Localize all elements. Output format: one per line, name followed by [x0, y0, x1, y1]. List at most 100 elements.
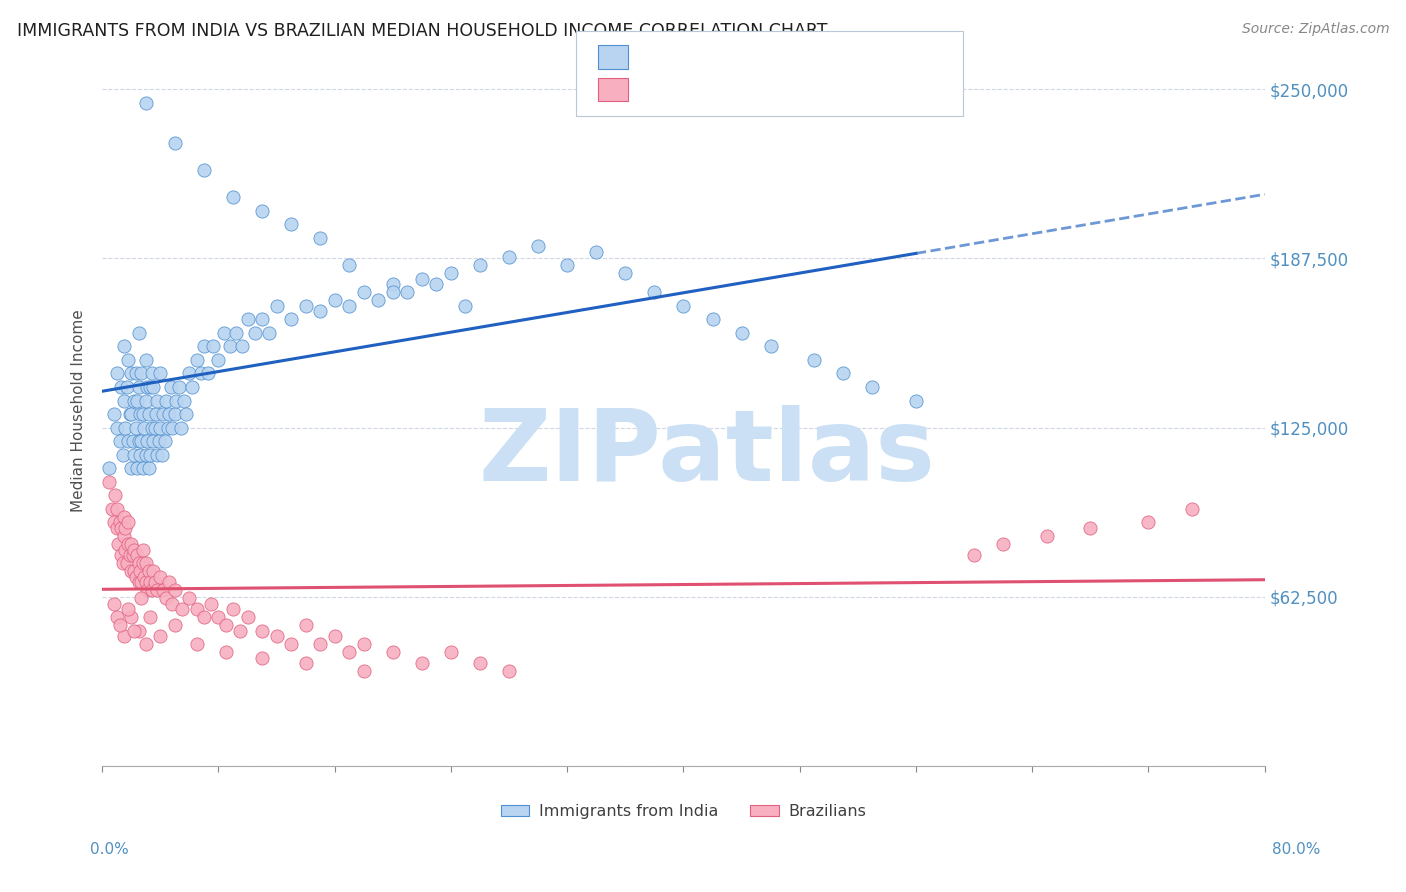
Point	[110, 548, 132, 562]
Point	[139, 610, 162, 624]
Point	[149, 420, 172, 434]
Point	[146, 393, 169, 408]
Point	[163, 136, 186, 151]
Point	[108, 434, 131, 449]
Text: N =: N =	[766, 80, 797, 98]
Point	[129, 564, 152, 578]
Point	[121, 548, 143, 562]
Point	[498, 250, 520, 264]
Point	[132, 461, 155, 475]
Point	[411, 271, 433, 285]
Point	[309, 304, 332, 318]
Point	[149, 569, 172, 583]
Point	[108, 516, 131, 530]
Point	[122, 564, 145, 578]
Point	[141, 583, 163, 598]
Point	[172, 602, 194, 616]
Point	[219, 339, 242, 353]
Point	[440, 266, 463, 280]
Point	[134, 420, 156, 434]
Point	[115, 380, 138, 394]
Point	[131, 434, 153, 449]
Point	[132, 556, 155, 570]
Point	[135, 393, 157, 408]
Point	[160, 597, 183, 611]
Point	[129, 407, 152, 421]
Point	[309, 637, 332, 651]
Point	[139, 380, 162, 394]
Point	[135, 574, 157, 589]
Point	[107, 537, 129, 551]
Point	[860, 380, 883, 394]
Point	[186, 637, 208, 651]
Point	[468, 258, 491, 272]
Point	[280, 637, 302, 651]
Point	[128, 380, 150, 394]
Point	[337, 645, 360, 659]
Text: R =: R =	[640, 46, 671, 64]
Point	[337, 258, 360, 272]
Point	[139, 574, 162, 589]
Text: 122: 122	[811, 46, 846, 64]
Point	[280, 312, 302, 326]
Point	[105, 610, 128, 624]
Point	[101, 501, 124, 516]
Point	[146, 448, 169, 462]
Point	[353, 665, 375, 679]
Point	[614, 266, 637, 280]
Point	[112, 529, 135, 543]
Point	[115, 556, 138, 570]
Point	[803, 352, 825, 367]
Point	[215, 645, 238, 659]
Point	[105, 367, 128, 381]
Point	[103, 407, 125, 421]
Point	[103, 597, 125, 611]
Point	[159, 380, 181, 394]
Point	[128, 574, 150, 589]
Point	[323, 293, 346, 308]
Point	[149, 629, 172, 643]
Point	[1035, 529, 1057, 543]
Point	[1078, 521, 1101, 535]
Point	[143, 574, 166, 589]
Point	[904, 393, 927, 408]
Text: -0.321: -0.321	[688, 80, 747, 98]
Point	[215, 618, 238, 632]
Point	[124, 569, 146, 583]
Point	[702, 312, 724, 326]
Point	[214, 326, 236, 340]
Point	[832, 367, 855, 381]
Point	[157, 574, 180, 589]
Point	[222, 602, 245, 616]
Point	[991, 537, 1014, 551]
Point	[128, 556, 150, 570]
Point	[173, 393, 195, 408]
Point	[170, 420, 193, 434]
Point	[250, 312, 273, 326]
Point	[231, 339, 253, 353]
Point	[1181, 501, 1204, 516]
Point	[186, 352, 208, 367]
Point	[225, 326, 247, 340]
Point	[134, 569, 156, 583]
Point	[136, 434, 159, 449]
Point	[148, 434, 170, 449]
Point	[250, 624, 273, 638]
Point	[132, 542, 155, 557]
Point	[152, 407, 174, 421]
Point	[190, 367, 212, 381]
Point	[200, 597, 222, 611]
Point	[120, 461, 142, 475]
Point	[1137, 516, 1160, 530]
Point	[294, 657, 316, 671]
Point	[118, 407, 141, 421]
Text: 80.0%: 80.0%	[1272, 842, 1320, 856]
Point	[135, 95, 157, 110]
Text: 95: 95	[811, 80, 834, 98]
Point	[98, 461, 121, 475]
Point	[112, 393, 135, 408]
Point	[146, 583, 169, 598]
Point	[266, 629, 288, 643]
Point	[138, 461, 160, 475]
Point	[110, 521, 132, 535]
